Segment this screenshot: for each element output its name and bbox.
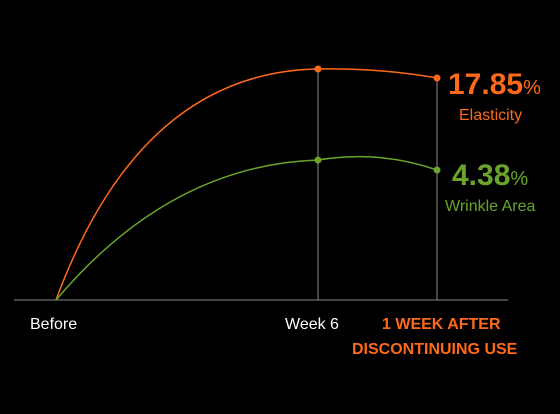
tick-label-after-line2: DISCONTINUING USE	[352, 341, 518, 358]
tick-label-after-line1: 1 WEEK AFTER	[382, 316, 501, 333]
value-unit-elasticity: %	[523, 77, 541, 99]
value-number-elasticity: 17.85	[448, 68, 523, 101]
value-number-wrinkle-area: 4.38	[452, 159, 510, 192]
value-label-elasticity: 17.85%	[448, 68, 541, 101]
series-line-elasticity	[55, 68, 438, 301]
tick-label-before: Before	[30, 316, 77, 333]
value-unit-wrinkle-area: %	[510, 168, 528, 190]
point-wrinkle-area-after	[433, 166, 441, 174]
point-elasticity-week6	[314, 65, 322, 73]
point-wrinkle-area-week6	[314, 156, 322, 164]
point-elasticity-after	[433, 74, 441, 82]
tick-label-week6: Week 6	[285, 316, 339, 333]
series-label-wrinkle-area: Wrinkle Area	[445, 198, 536, 215]
value-label-wrinkle-area: 4.38%	[452, 159, 528, 192]
series-line-wrinkle-area	[55, 155, 438, 301]
series-label-elasticity: Elasticity	[459, 107, 522, 124]
